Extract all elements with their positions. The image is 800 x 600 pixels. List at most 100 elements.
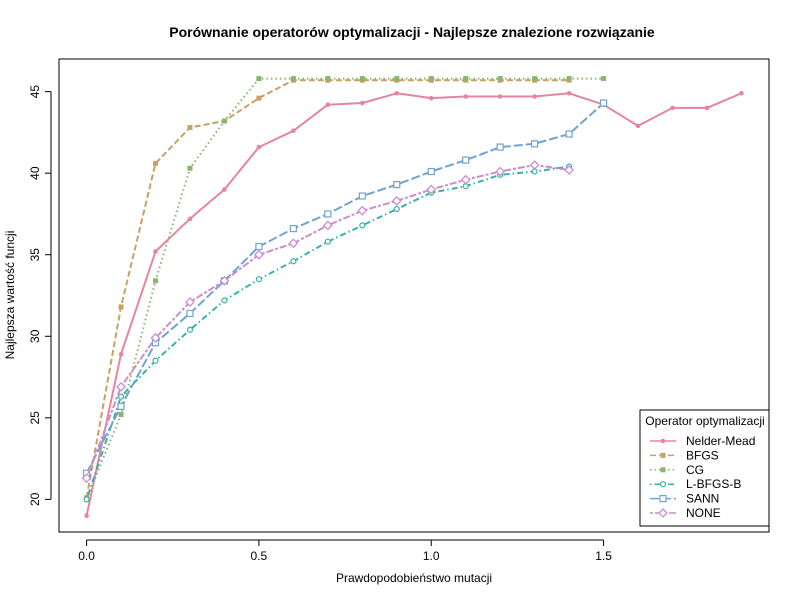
data-point-nelder-mead bbox=[635, 123, 641, 129]
data-point-nelder-mead bbox=[670, 105, 675, 111]
data-point-nelder-mead bbox=[532, 94, 537, 99]
data-point-bfgs bbox=[187, 125, 193, 131]
legend-marker bbox=[660, 467, 666, 473]
data-point-nelder-mead bbox=[739, 90, 744, 96]
data-point-cg bbox=[290, 76, 296, 82]
x-tick-label: 1.5 bbox=[595, 549, 612, 563]
series-layer bbox=[81, 76, 744, 518]
series-none bbox=[81, 160, 575, 484]
data-point-sann bbox=[324, 210, 332, 218]
data-point-nelder-mead bbox=[291, 128, 296, 134]
data-point-nelder-mead bbox=[222, 187, 227, 192]
data-point-nelder-mead bbox=[187, 216, 193, 222]
y-tick-label: 25 bbox=[28, 411, 42, 425]
legend-item-bfgs: BFGS bbox=[650, 448, 719, 462]
data-point-none bbox=[426, 184, 437, 195]
data-point-cg bbox=[497, 76, 503, 82]
legend-label: Nelder-Mead bbox=[686, 434, 755, 448]
data-point-none bbox=[81, 473, 92, 484]
x-tick-label: 0.0 bbox=[78, 549, 95, 563]
data-point-sann bbox=[427, 167, 435, 176]
data-point-nelder-mead bbox=[428, 95, 434, 101]
data-point-l-bfgs-b bbox=[221, 297, 228, 304]
data-point-sann bbox=[186, 309, 194, 318]
series-nelder-mead bbox=[84, 90, 744, 518]
data-point-sann bbox=[599, 99, 608, 107]
data-point-cg bbox=[428, 76, 434, 82]
data-point-nelder-mead bbox=[153, 249, 158, 254]
data-point-l-bfgs-b bbox=[324, 238, 331, 245]
data-point-l-bfgs-b bbox=[186, 326, 194, 333]
data-point-nelder-mead bbox=[84, 513, 89, 518]
data-point-none bbox=[185, 297, 195, 307]
data-point-cg bbox=[221, 118, 227, 124]
data-point-l-bfgs-b bbox=[290, 258, 297, 265]
x-axis: 0.0 0.5 1.0 1.5 bbox=[78, 539, 612, 563]
y-tick-label: 20 bbox=[28, 492, 42, 506]
legend-marker bbox=[658, 508, 668, 518]
legend: Operator optymalizacji Nelder-MeadBFGSCG… bbox=[639, 409, 770, 527]
data-point-cg bbox=[566, 76, 572, 82]
data-point-cg bbox=[187, 165, 193, 171]
data-point-none bbox=[253, 249, 264, 260]
data-point-none bbox=[391, 195, 402, 206]
data-point-none bbox=[150, 332, 161, 343]
data-point-l-bfgs-b bbox=[393, 205, 400, 213]
data-point-nelder-mead bbox=[118, 351, 124, 357]
legend-label: NONE bbox=[686, 506, 721, 520]
data-point-none bbox=[357, 205, 368, 216]
data-point-nelder-mead bbox=[325, 102, 331, 107]
y-axis-title: Najlepsza wartość funcji bbox=[3, 231, 17, 360]
data-point-nelder-mead bbox=[256, 144, 262, 150]
y-tick-label: 40 bbox=[28, 166, 42, 180]
legend-item-none: NONE bbox=[650, 506, 721, 520]
data-point-bfgs bbox=[256, 95, 262, 101]
chart-title: Porównanie operatorów optymalizacji - Na… bbox=[169, 24, 655, 40]
legend-item-sann: SANN bbox=[650, 492, 719, 506]
series-line-cg bbox=[85, 77, 604, 500]
data-point-cg bbox=[463, 76, 469, 82]
legend-item-cg: CG bbox=[650, 463, 704, 477]
data-point-sann bbox=[565, 130, 573, 138]
data-point-nelder-mead bbox=[394, 90, 400, 96]
data-point-nelder-mead bbox=[566, 90, 572, 96]
data-point-sann bbox=[117, 402, 125, 411]
legend-label: BFGS bbox=[686, 448, 719, 462]
x-tick-label: 0.5 bbox=[251, 549, 268, 563]
series-sann bbox=[82, 99, 608, 477]
data-point-l-bfgs-b bbox=[117, 393, 125, 400]
data-point-sann bbox=[393, 180, 401, 189]
data-point-none bbox=[564, 164, 575, 175]
legend-marker bbox=[659, 481, 667, 488]
series-line-sann bbox=[85, 102, 605, 474]
legend-marker bbox=[660, 438, 666, 444]
data-point-cg bbox=[601, 76, 607, 82]
series-line-bfgs bbox=[85, 79, 570, 498]
plot-area-frame bbox=[58, 58, 770, 533]
data-point-nelder-mead bbox=[497, 94, 503, 99]
data-point-sann bbox=[462, 156, 470, 164]
legend-label: SANN bbox=[686, 492, 719, 506]
data-point-none bbox=[116, 381, 126, 392]
data-point-nelder-mead bbox=[704, 105, 710, 111]
data-point-l-bfgs-b bbox=[359, 222, 366, 229]
y-tick-label: 30 bbox=[28, 329, 42, 343]
data-point-l-bfgs-b bbox=[83, 496, 90, 503]
series-cg bbox=[84, 76, 607, 502]
data-point-cg bbox=[325, 76, 331, 82]
data-point-none bbox=[288, 238, 299, 249]
legend-marker bbox=[660, 452, 666, 458]
series-bfgs bbox=[84, 77, 572, 501]
data-point-sann bbox=[358, 192, 366, 200]
data-point-none bbox=[322, 220, 333, 231]
y-tick-label: 35 bbox=[28, 248, 42, 262]
x-axis-title: Prawdopodobieństwo mutacji bbox=[336, 571, 492, 585]
legend-label: CG bbox=[686, 463, 704, 477]
data-point-cg bbox=[256, 76, 262, 82]
data-point-cg bbox=[118, 412, 124, 418]
data-point-bfgs bbox=[118, 304, 124, 310]
legend-item-nelder-mead: Nelder-Mead bbox=[650, 434, 755, 448]
data-point-sann bbox=[496, 143, 504, 151]
